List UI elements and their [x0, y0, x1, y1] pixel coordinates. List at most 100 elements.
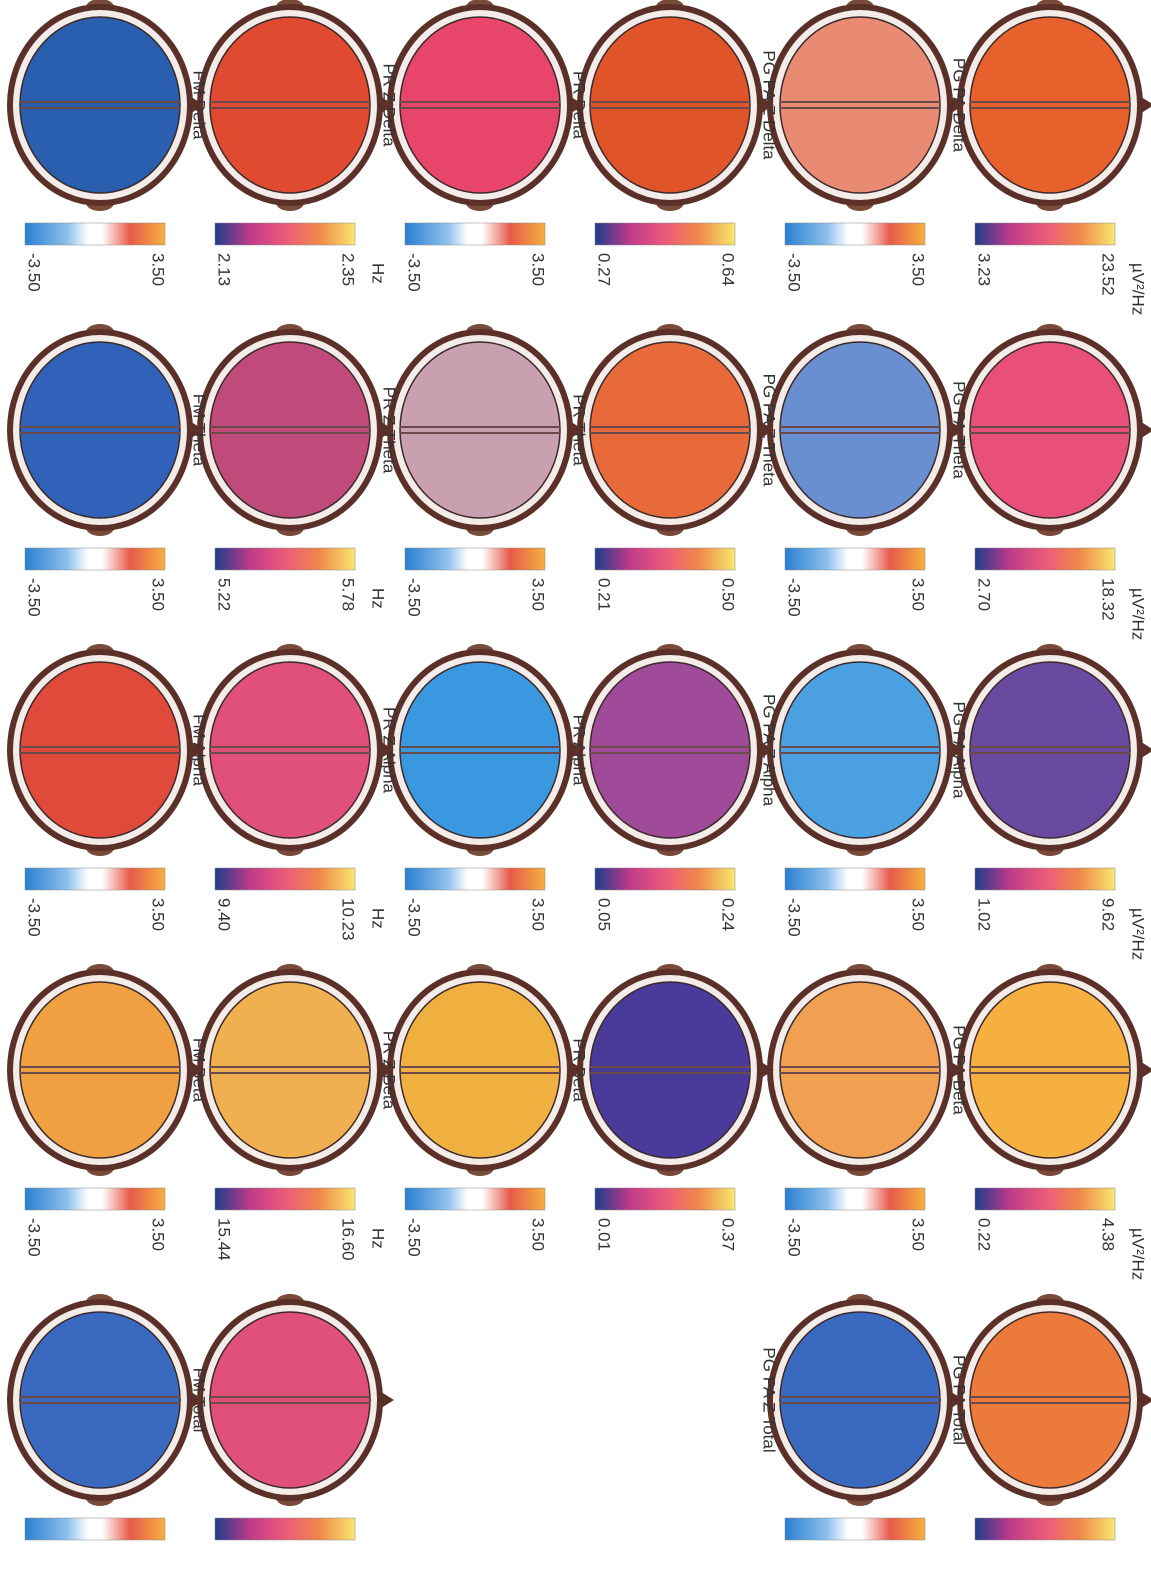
scale-min: 2.70	[975, 578, 994, 611]
scale-max: 0.24	[719, 898, 738, 931]
colorbar	[975, 1188, 1115, 1210]
scale-max: 16.60	[339, 1218, 358, 1261]
scale-min: 0.22	[975, 1218, 994, 1251]
scale-min: -3.50	[405, 1218, 424, 1257]
colorbar	[405, 868, 545, 890]
topographic-map	[970, 982, 1130, 1158]
topographic-map	[20, 662, 180, 838]
scale-min: 0.05	[595, 898, 614, 931]
scale-min: -3.50	[405, 253, 424, 292]
topographic-map	[970, 1312, 1130, 1488]
colorbar	[25, 1518, 165, 1540]
scale-min: 3.23	[975, 253, 994, 286]
topographic-map	[20, 1312, 180, 1488]
scale-min: 0.01	[595, 1218, 614, 1251]
scale-min: 0.27	[595, 253, 614, 286]
topographic-map	[590, 17, 750, 193]
colorbar	[25, 868, 165, 890]
figure: PG PA Delta3.2323.52µV²/HzPG PA Z Delta-…	[0, 0, 1151, 1585]
colorbar	[785, 548, 925, 570]
colorbar	[405, 1188, 545, 1210]
colorbar	[785, 868, 925, 890]
scale-min: 2.13	[215, 253, 234, 286]
colorbar	[215, 548, 355, 570]
topographic-map	[20, 982, 180, 1158]
topographic-map	[210, 342, 370, 518]
scale-min: -3.50	[785, 898, 804, 937]
topographic-map	[210, 982, 370, 1158]
scale-min: 1.02	[975, 898, 994, 931]
colorbar	[785, 223, 925, 245]
scale-max: 3.50	[149, 898, 168, 931]
scale-max: 0.50	[719, 578, 738, 611]
scale-min: -3.50	[785, 253, 804, 292]
scale-max: 3.50	[909, 253, 928, 286]
colorbar	[215, 868, 355, 890]
topographic-map	[780, 342, 940, 518]
scale-min: -3.50	[25, 253, 44, 292]
topographic-map	[210, 1312, 370, 1488]
colorbar	[25, 1188, 165, 1210]
topographic-map	[780, 1312, 940, 1488]
scale-max: 3.50	[529, 898, 548, 931]
topographic-map	[400, 982, 560, 1158]
scale-max: 0.64	[719, 253, 738, 286]
colorbar	[785, 1188, 925, 1210]
scale-unit: Hz	[369, 908, 388, 929]
scale-max: 2.35	[339, 253, 358, 286]
scale-unit: Hz	[369, 1228, 388, 1249]
scale-min: -3.50	[785, 1218, 804, 1257]
scale-min: 0.21	[595, 578, 614, 611]
topographic-map	[590, 662, 750, 838]
topographic-map	[780, 17, 940, 193]
topographic-map	[590, 982, 750, 1158]
scale-min: -3.50	[405, 578, 424, 617]
colorbar	[25, 548, 165, 570]
scale-max: 3.50	[909, 1218, 928, 1251]
colorbar	[215, 223, 355, 245]
colorbar	[975, 223, 1115, 245]
scale-max: 18.32	[1099, 578, 1118, 621]
topographic-map	[780, 982, 940, 1158]
colorbar	[595, 548, 735, 570]
topographic-map	[970, 342, 1130, 518]
topographic-map	[400, 17, 560, 193]
colorbar	[405, 548, 545, 570]
scale-max: 3.50	[149, 253, 168, 286]
colorbar	[595, 1188, 735, 1210]
colorbar	[785, 1518, 925, 1540]
scale-min: -3.50	[25, 578, 44, 617]
scale-max: 3.50	[909, 898, 928, 931]
scale-unit: Hz	[369, 263, 388, 284]
scale-min: -3.50	[405, 898, 424, 937]
topographic-map	[970, 662, 1130, 838]
topographic-map	[20, 342, 180, 518]
scale-min: 5.22	[215, 578, 234, 611]
scale-min: -3.50	[25, 898, 44, 937]
scale-max: 5.78	[339, 578, 358, 611]
scale-unit: Hz	[369, 588, 388, 609]
colorbar	[975, 868, 1115, 890]
scale-min: 15.44	[215, 1218, 234, 1261]
scale-max: 3.50	[529, 1218, 548, 1251]
colorbar	[215, 1188, 355, 1210]
scale-unit: µV²/Hz	[1129, 263, 1148, 315]
map-label: PG PA Z Total	[760, 1347, 779, 1452]
scale-max: 4.38	[1099, 1218, 1118, 1251]
scale-max: 0.37	[719, 1218, 738, 1251]
colorbar	[975, 548, 1115, 570]
topographic-map	[400, 662, 560, 838]
colorbar	[25, 223, 165, 245]
scale-max: 3.50	[909, 578, 928, 611]
scale-min: -3.50	[785, 578, 804, 617]
colorbar	[595, 868, 735, 890]
scale-min: -3.50	[25, 1218, 44, 1257]
scale-unit: µV²/Hz	[1129, 908, 1148, 960]
topographic-map	[400, 342, 560, 518]
scale-max: 3.50	[529, 578, 548, 611]
topographic-map	[590, 342, 750, 518]
scale-max: 3.50	[149, 1218, 168, 1251]
scale-max: 10.23	[339, 898, 358, 941]
scale-max: 9.62	[1099, 898, 1118, 931]
topographic-map	[210, 17, 370, 193]
